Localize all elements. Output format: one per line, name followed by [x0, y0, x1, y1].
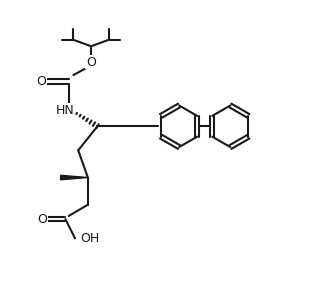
Text: O: O [36, 75, 47, 88]
Text: OH: OH [80, 232, 99, 245]
Text: O: O [37, 213, 47, 226]
Polygon shape [61, 175, 88, 180]
Text: O: O [86, 56, 96, 69]
Text: HN: HN [56, 104, 75, 117]
